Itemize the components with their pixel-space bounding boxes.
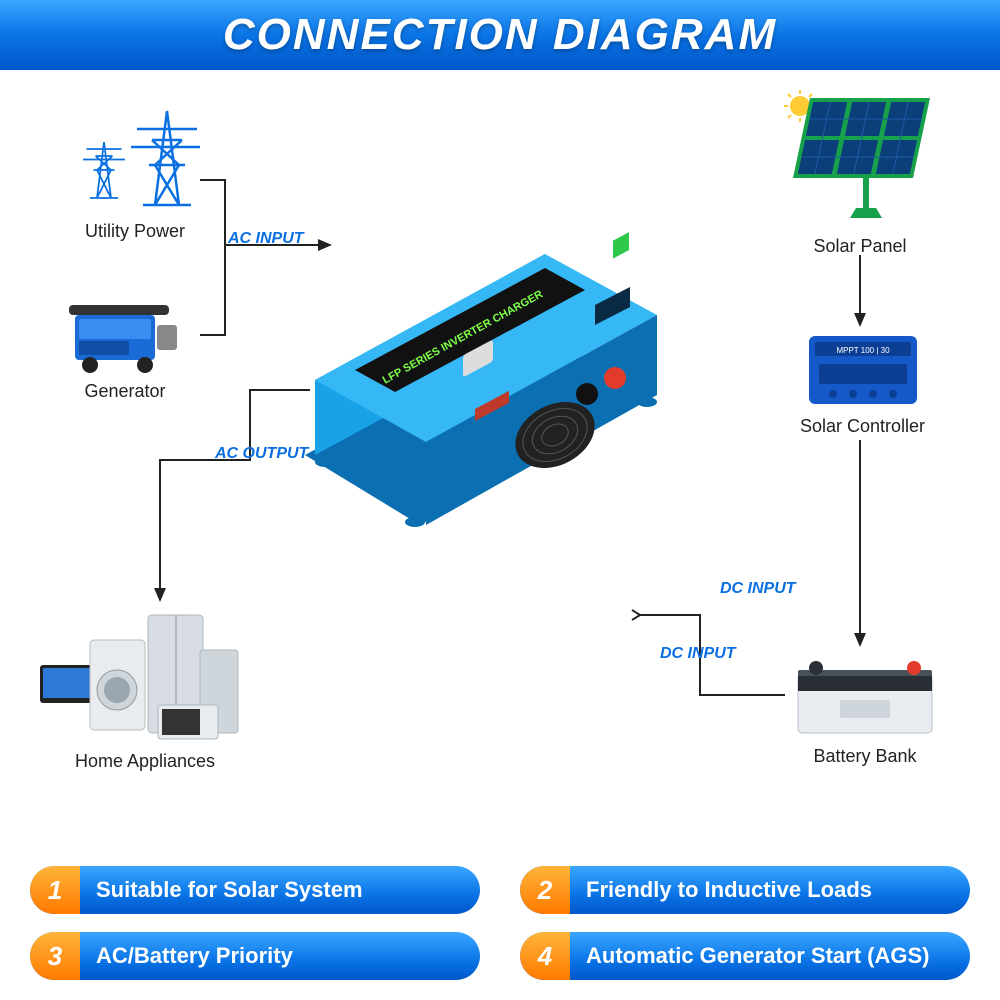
- node-generator: Generator: [65, 295, 185, 402]
- feature-2-num: 2: [520, 866, 570, 914]
- battery-label: Battery Bank: [813, 746, 916, 767]
- node-battery-bank: Battery Bank: [790, 650, 940, 767]
- feature-4-num: 4: [520, 932, 570, 980]
- connection-diagram: Utility Power Generator: [0, 70, 1000, 860]
- solar-controller-icon: MPPT 100 | 30: [803, 330, 923, 410]
- feature-3: 3 AC/Battery Priority: [30, 932, 480, 980]
- feature-4-text: Automatic Generator Start (AGS): [570, 943, 930, 969]
- node-utility-power: Utility Power: [70, 105, 200, 242]
- utility-label: Utility Power: [85, 221, 185, 242]
- battery-icon: [790, 650, 940, 740]
- feature-4: 4 Automatic Generator Start (AGS): [520, 932, 970, 980]
- feature-1-text: Suitable for Solar System: [80, 877, 363, 903]
- feature-1-num: 1: [30, 866, 80, 914]
- label-dc-input-2: DC INPUT: [660, 645, 736, 663]
- home-appliances-icon: [40, 605, 250, 745]
- controller-model-text: MPPT 100 | 30: [836, 346, 890, 355]
- page-title: CONNECTION DIAGRAM: [223, 10, 777, 60]
- generator-label: Generator: [84, 381, 165, 402]
- node-inverter: LFP SERIES INVERTER CHARGER: [285, 210, 665, 530]
- controller-label: Solar Controller: [800, 416, 925, 437]
- label-ac-output: AC OUTPUT: [215, 445, 308, 463]
- label-dc-input-1: DC INPUT: [720, 580, 796, 598]
- appliances-label: Home Appliances: [75, 751, 215, 772]
- header-banner: CONNECTION DIAGRAM: [0, 0, 1000, 70]
- node-solar-panel: Solar Panel: [780, 90, 940, 257]
- solar-label: Solar Panel: [813, 236, 906, 257]
- feature-3-num: 3: [30, 932, 80, 980]
- feature-list: 1 Suitable for Solar System 2 Friendly t…: [30, 866, 970, 980]
- feature-3-text: AC/Battery Priority: [80, 943, 293, 969]
- generator-icon: [65, 295, 185, 375]
- solar-panel-icon: [780, 90, 940, 230]
- feature-2: 2 Friendly to Inductive Loads: [520, 866, 970, 914]
- feature-1: 1 Suitable for Solar System: [30, 866, 480, 914]
- node-solar-controller: MPPT 100 | 30 Solar Controller: [800, 330, 925, 437]
- node-appliances: Home Appliances: [40, 605, 250, 772]
- feature-2-text: Friendly to Inductive Loads: [570, 877, 872, 903]
- inverter-icon: LFP SERIES INVERTER CHARGER: [285, 210, 665, 530]
- transmission-tower-icon: [70, 105, 200, 215]
- label-ac-input: AC INPUT: [228, 230, 304, 248]
